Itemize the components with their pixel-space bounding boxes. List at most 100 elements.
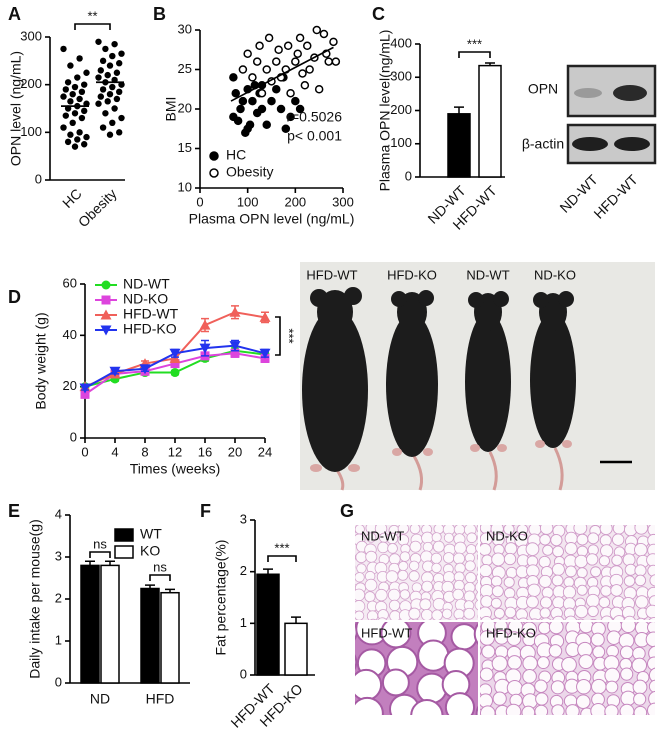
data-point: [305, 65, 314, 74]
adipocyte: [636, 617, 646, 620]
adipocyte: [453, 608, 465, 620]
panel-letter: D: [8, 287, 21, 307]
adipocyte: [578, 654, 594, 670]
adipocyte: [587, 532, 600, 545]
data-point: [283, 41, 293, 51]
adipocyte: [385, 723, 415, 730]
adipocyte: [522, 655, 538, 672]
adipocyte: [355, 554, 356, 561]
adipocyte: [355, 551, 368, 564]
data-point: [276, 104, 286, 114]
foot: [535, 440, 545, 448]
y-axis-label: Plasma OPN level(ng/mL): [377, 30, 393, 192]
adipocyte: [377, 609, 389, 620]
error-bar: [105, 560, 115, 566]
adipocyte: [551, 574, 564, 587]
adipocyte: [603, 525, 610, 526]
data-point: [111, 40, 118, 48]
adipocyte: [632, 679, 648, 695]
data-point: [74, 74, 81, 81]
error-bar: [145, 584, 155, 589]
data-point: [71, 83, 79, 91]
panel-letter: G: [340, 501, 354, 521]
bar: [160, 591, 180, 684]
adipocyte: [491, 655, 508, 672]
adipocyte: [389, 610, 401, 620]
y-tick-label: 4: [55, 506, 62, 521]
data-point: [259, 348, 271, 359]
data-point: [272, 85, 281, 94]
adipocyte: [391, 525, 395, 526]
adipocyte: [475, 591, 478, 602]
adipocyte: [408, 607, 421, 620]
data-point: [329, 37, 338, 47]
adipocyte: [536, 656, 550, 670]
adipocyte: [385, 570, 399, 583]
adipocyte: [387, 588, 401, 602]
adipocyte: [387, 543, 398, 554]
adipocyte: [599, 525, 613, 536]
annotation: p< 0.001: [287, 128, 342, 144]
adipocyte: [525, 542, 540, 557]
adipocyte: [634, 564, 647, 577]
adipocyte: [611, 512, 623, 524]
adipocyte: [540, 617, 552, 620]
data-point: [118, 50, 125, 57]
fit-line: [230, 46, 334, 102]
y-tick-label: 0: [70, 429, 77, 444]
adipocyte: [565, 704, 580, 715]
adipocyte: [463, 607, 476, 620]
error-bar: [165, 588, 175, 593]
adipocyte: [397, 569, 409, 581]
adipocyte: [477, 534, 478, 541]
data-point: [80, 389, 90, 399]
legend-label: HFD-WT: [123, 306, 179, 322]
adipocyte: [355, 610, 365, 620]
adipocyte: [416, 672, 448, 704]
data-point: [295, 33, 305, 43]
blot-band: [614, 137, 650, 151]
foot: [392, 448, 402, 456]
adipocyte: [586, 553, 599, 566]
error-bar: [263, 568, 273, 575]
adipocyte: [586, 593, 600, 608]
adipocyte: [645, 631, 655, 648]
data-point: [109, 366, 121, 377]
y-tick-label: 3: [55, 548, 62, 563]
data-point: [99, 57, 107, 65]
data-point: [81, 81, 88, 88]
data-point: [74, 136, 81, 143]
mouse: [302, 287, 368, 491]
data-point: [324, 57, 333, 66]
legend-swatch: [114, 528, 134, 542]
y-tick-label: 0: [405, 168, 412, 183]
adipocyte: [481, 644, 496, 659]
data-point: [71, 143, 79, 150]
adipocyte: [605, 680, 619, 694]
adipocyte: [610, 584, 623, 597]
adipocyte: [475, 726, 506, 730]
adipocyte: [542, 544, 554, 556]
y-tick-label: 15: [178, 140, 192, 155]
data-point: [76, 55, 83, 62]
data-point: [106, 62, 114, 69]
annotation: ***: [282, 328, 297, 343]
adipocyte: [480, 645, 482, 656]
adipocyte: [565, 565, 577, 578]
adipocyte: [399, 589, 411, 600]
data-point: [118, 114, 125, 122]
blot-lane-label: HFD-WT: [590, 171, 641, 222]
adipocyte: [517, 512, 530, 525]
adipocyte: [463, 590, 476, 603]
adipocyte: [480, 615, 493, 620]
adipocyte: [354, 726, 385, 730]
x-tick-label: Obesity: [75, 185, 120, 230]
adipocyte: [355, 572, 365, 583]
y-tick-label: 20: [63, 378, 77, 393]
adipocyte: [399, 551, 411, 562]
adipocyte: [444, 722, 473, 730]
adipocyte: [646, 553, 655, 567]
data-point: [81, 141, 88, 148]
adipocyte: [611, 533, 625, 546]
data-point: [76, 95, 83, 103]
